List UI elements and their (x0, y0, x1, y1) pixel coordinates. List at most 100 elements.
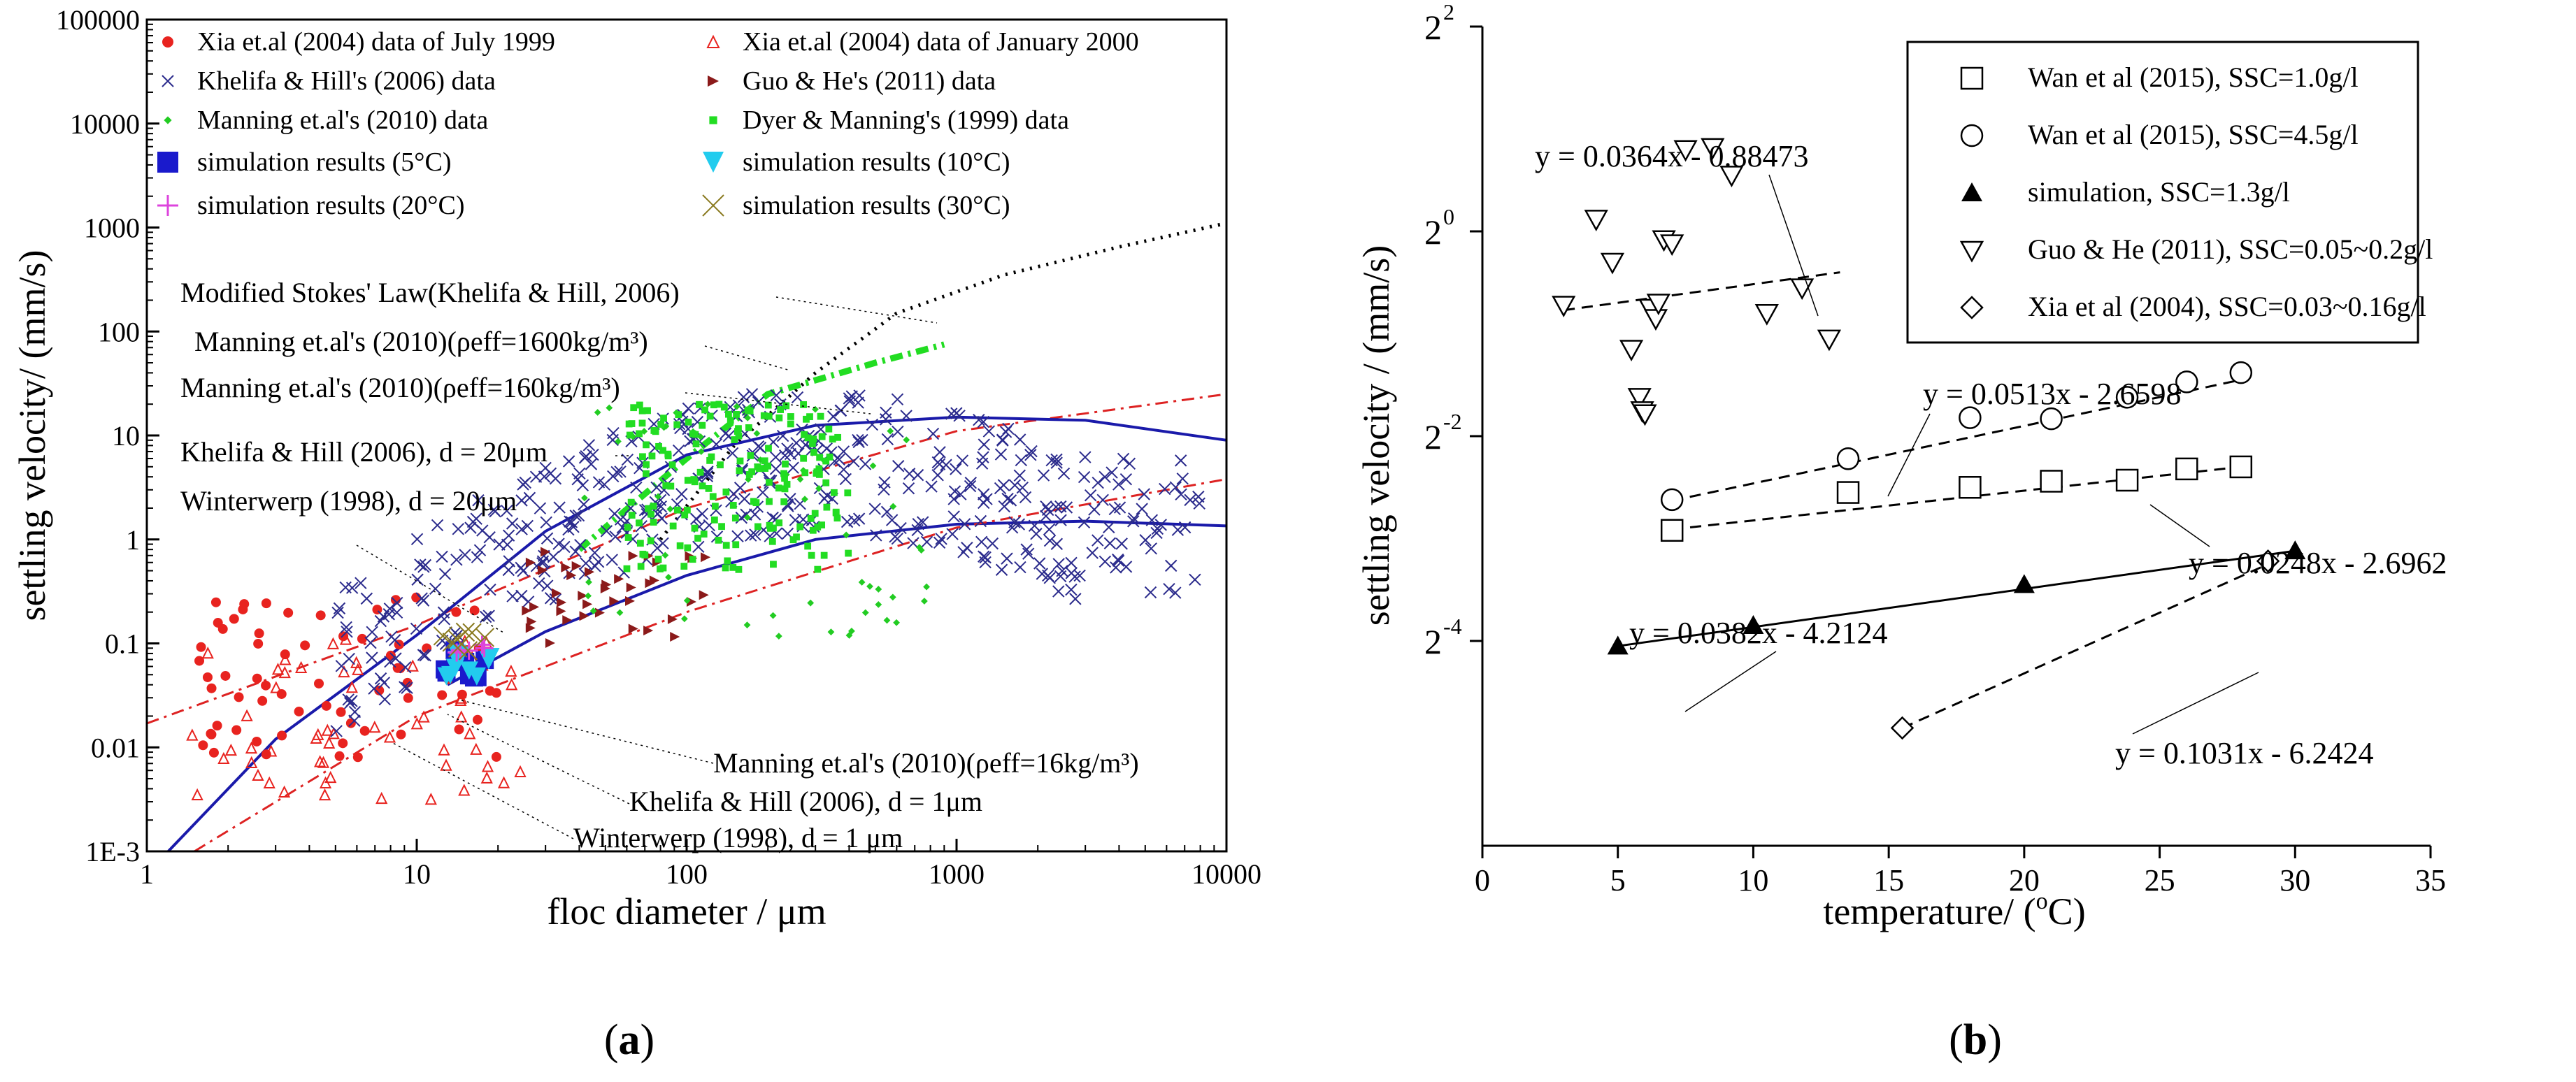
scatter-point (671, 498, 684, 511)
scatter-point (606, 404, 613, 412)
scatter-point (1189, 573, 1201, 586)
scatter-point (283, 607, 294, 618)
scatter-point (1033, 557, 1046, 570)
scatter-point (787, 420, 794, 428)
y-tick-base: 2 (1424, 622, 1442, 661)
scatter-point (815, 423, 827, 435)
scatter-point (1145, 514, 1159, 526)
scatter-point (718, 523, 725, 531)
scatter-point (368, 682, 380, 695)
scatter-point (1139, 534, 1152, 547)
scatter-point (390, 606, 403, 619)
scatter-point (464, 727, 476, 740)
panel-b-trendlines (1564, 271, 2296, 729)
scatter-point (1050, 538, 1064, 550)
curve-annotation: Manning et.al's (2010)(ρeff=16kg/m³) (713, 747, 1139, 779)
scatter-point (754, 523, 761, 531)
scatter-point (536, 555, 550, 568)
scatter-point (731, 436, 738, 443)
scatter-point (643, 441, 650, 449)
panel-a-ticks: 1 10 100 1000 10000 1E-3 0.01 0.1 1 10 100 1000 1000… (56, 4, 1261, 890)
scatter-point (645, 578, 655, 589)
scatter-point (616, 521, 629, 534)
scatter-point (643, 626, 654, 636)
scatter-point (818, 521, 826, 528)
scatter-point (722, 542, 730, 549)
scatter-point (541, 579, 554, 592)
scatter-point (399, 661, 412, 674)
legend-label: Xia et.al (2004) data of July 1999 (197, 27, 555, 57)
scatter-point (1056, 565, 1068, 577)
scatter-point (738, 493, 751, 505)
data-point (1836, 447, 1860, 470)
panel-a-x-axis-label: floc diameter / μm (547, 890, 826, 932)
scatter-point (1057, 467, 1071, 480)
scatter-point (800, 401, 807, 408)
scatter-point (491, 688, 501, 698)
scatter-point (820, 551, 828, 559)
scatter-point (796, 523, 804, 531)
scatter-point (689, 556, 696, 563)
scatter-point (807, 599, 815, 607)
data-point (1607, 635, 1629, 655)
scatter-point (1069, 593, 1082, 605)
scatter-point (827, 410, 840, 423)
scatter-point (833, 514, 841, 522)
scatter-point (482, 609, 495, 622)
scatter-point (681, 511, 689, 519)
scatter-point (391, 596, 403, 609)
y-tick-label: 1000 (84, 212, 140, 244)
scatter-point (783, 480, 791, 488)
trendline-1 (1564, 271, 1840, 312)
scatter-point (201, 647, 214, 659)
scatter-point (537, 565, 548, 576)
scatter-point (666, 505, 674, 513)
scatter-point (471, 551, 484, 563)
scatter-point (776, 429, 789, 442)
scatter-point (809, 526, 817, 534)
scatter-point (630, 404, 638, 412)
scatter-point (840, 515, 854, 528)
scatter-point (770, 389, 782, 402)
legend-label: Guo & He's (2011) data (743, 66, 996, 96)
scatter-point (953, 410, 966, 422)
scatter-point (294, 706, 304, 716)
scatter-point (696, 468, 704, 476)
scatter-point (208, 747, 219, 758)
panel-b-ticks: 0 5 10 15 20 25 30 352 -42 -22 02 2 (1424, 0, 2446, 897)
scatter-point (206, 683, 217, 693)
scatter-point (217, 623, 228, 634)
data-point (2040, 407, 2063, 431)
scatter-point (731, 514, 739, 522)
scatter-point (392, 663, 403, 673)
scatter-point (696, 401, 703, 408)
scatter-point (506, 678, 518, 691)
scatter-point (638, 419, 646, 427)
scatter-point (889, 503, 897, 510)
scatter-point (804, 434, 812, 442)
scatter-point (360, 592, 373, 605)
scatter-point (775, 519, 783, 527)
scatter-point (662, 482, 670, 489)
data-point (1754, 303, 1779, 326)
scatter-point (727, 417, 734, 424)
scatter-point (626, 582, 636, 593)
data-point (1584, 210, 1608, 231)
scatter-point (452, 523, 464, 535)
equation-arrow (1684, 651, 1777, 712)
scatter-point (527, 616, 537, 627)
scatter-point (878, 483, 890, 496)
scatter-point (834, 433, 842, 441)
scatter-point (837, 445, 850, 458)
scatter-point (1078, 470, 1091, 484)
scatter-point (977, 451, 989, 463)
scatter-point (1014, 561, 1026, 574)
scatter-point (818, 492, 831, 505)
scatter-point (442, 633, 461, 652)
curve-annotation: Manning et.al's (2010)(ρeff=1600kg/m³) (194, 326, 648, 357)
scatter-point (875, 586, 882, 593)
scatter-point (338, 738, 348, 749)
scatter-point (355, 577, 367, 589)
scatter-point (925, 480, 938, 493)
scatter-point (1078, 516, 1091, 529)
